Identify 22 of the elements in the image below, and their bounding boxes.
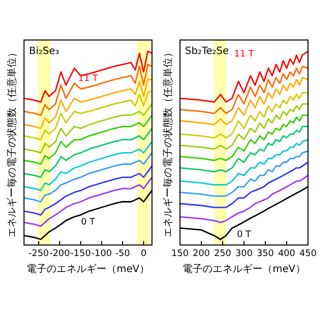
x-tick-label: -200 xyxy=(49,249,70,259)
annotation: 0 T xyxy=(236,230,252,240)
x-tick-label: 400 xyxy=(278,249,296,259)
x-tick-label: 350 xyxy=(256,249,274,259)
y-axis-title: エネルギー毎の電子の状態数（任意単位） xyxy=(162,48,174,238)
annotation: 0 T xyxy=(80,218,96,228)
x-axis-title: 電子のエネルギー（meV） xyxy=(182,263,306,275)
annotation: Bi₂Se₃ xyxy=(29,46,60,57)
annotation: Sb₂Te₂Se xyxy=(185,46,229,57)
annotation: 11 T xyxy=(234,49,254,60)
x-tick-label: 250 xyxy=(214,249,232,259)
x-tick-label: 150 xyxy=(171,249,189,259)
x-tick-label: -250 xyxy=(28,249,50,259)
x-tick-label: 300 xyxy=(235,249,253,259)
x-tick-label: -100 xyxy=(91,249,112,259)
x-tick-label: 0 xyxy=(140,249,147,259)
x-tick-label: 200 xyxy=(192,249,210,259)
x-tick-label: 450 xyxy=(299,249,317,259)
x-axis-title: 電子のエネルギー（meV） xyxy=(26,263,150,275)
y-axis-title: エネルギー毎の電子の状態数（任意単位） xyxy=(6,48,18,238)
x-tick-label: -150 xyxy=(70,249,92,259)
x-tick-label: -50 xyxy=(115,249,130,259)
